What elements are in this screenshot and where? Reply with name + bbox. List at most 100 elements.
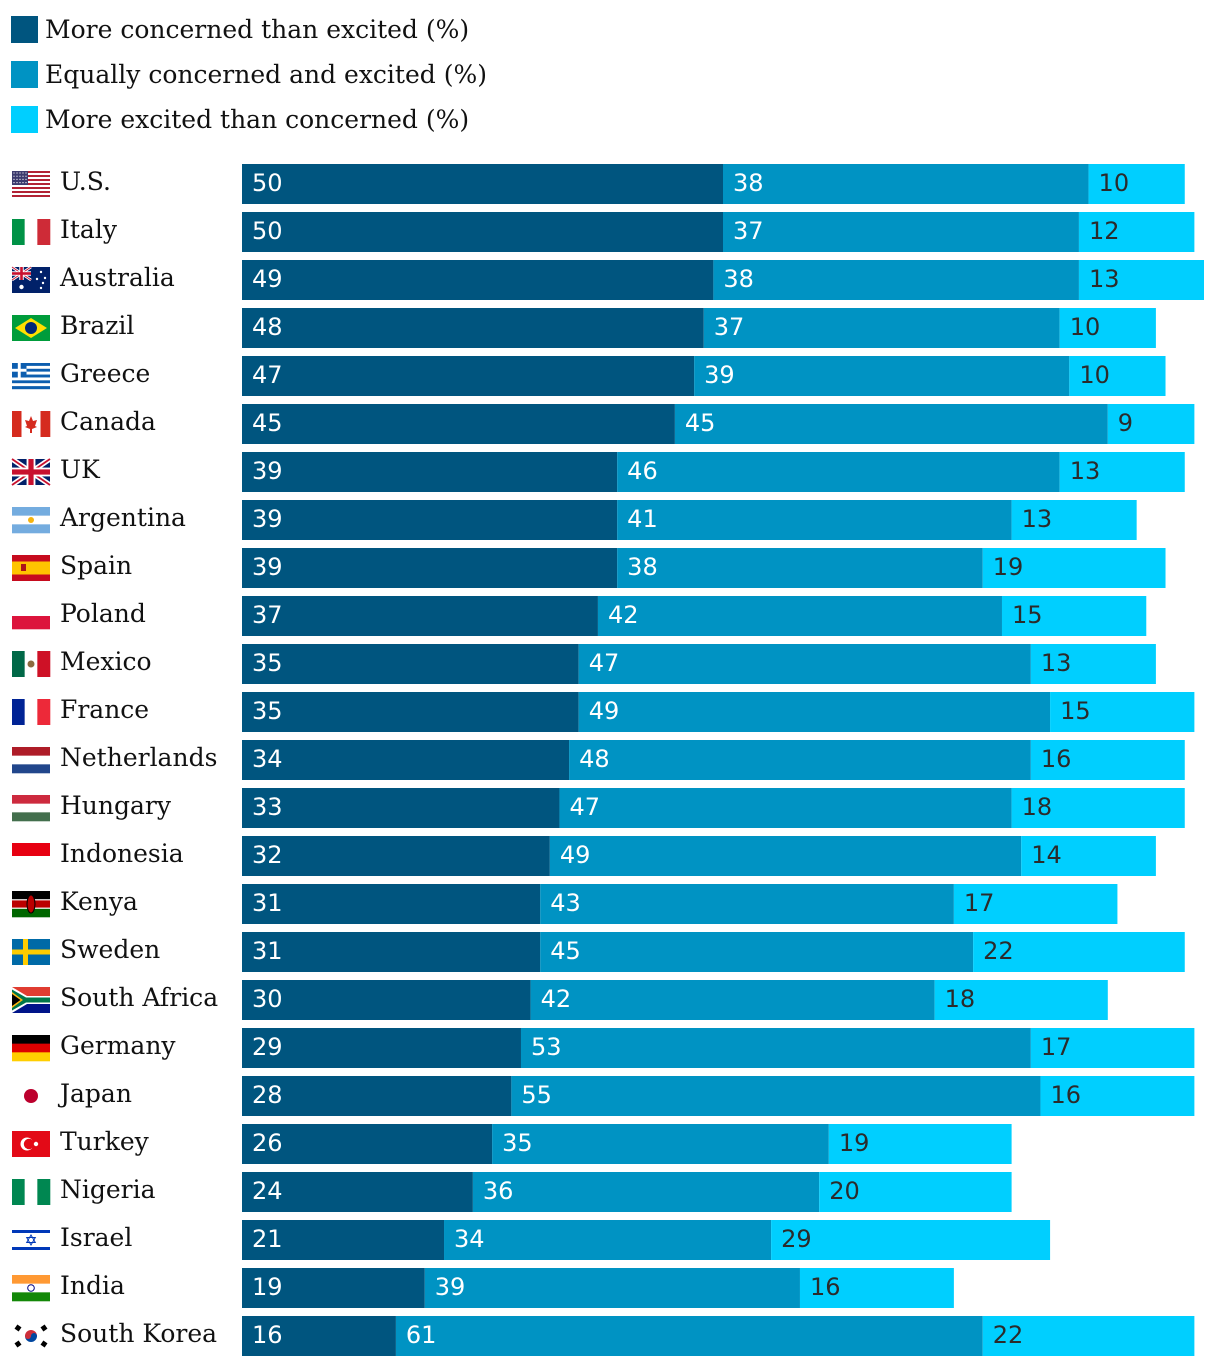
data-label: 13 <box>1070 457 1101 485</box>
data-label: 38 <box>733 169 764 197</box>
chart-row: South Africa 30 42 18 <box>12 980 1108 1020</box>
data-label: 10 <box>1079 361 1110 389</box>
chart-row: South Korea 16 61 22 <box>12 1316 1195 1356</box>
greece-flag-icon <box>12 363 50 390</box>
legend: More concerned than excited (%) Equally c… <box>11 15 487 134</box>
data-label: 37 <box>733 217 764 245</box>
chart-row: Hungary 33 47 18 <box>12 788 1185 828</box>
chart-row: Kenya 31 43 17 <box>12 884 1118 924</box>
chart-row: Germany 29 53 17 <box>12 1028 1195 1068</box>
bar-segment <box>242 260 714 300</box>
bar-segment <box>1030 740 1185 780</box>
country-label: U.S. <box>60 167 111 196</box>
chart-row: U.S. 50 38 10 <box>12 164 1185 204</box>
country-label: India <box>60 1271 125 1300</box>
data-label: 39 <box>435 1273 466 1301</box>
bar-segment <box>242 1316 396 1356</box>
netherlands-flag-icon <box>12 747 50 774</box>
bar-segment <box>242 548 618 588</box>
south-africa-flag-icon <box>12 987 50 1013</box>
data-label: 45 <box>252 409 283 437</box>
country-label: Argentina <box>59 503 186 532</box>
bar-segment <box>242 452 618 492</box>
chart-row: Nigeria 24 36 20 <box>12 1172 1012 1212</box>
kenya-flag-icon <box>12 891 50 918</box>
bar-segment <box>1078 260 1204 300</box>
indonesia-flag-icon <box>12 843 50 870</box>
data-label: 13 <box>1089 265 1120 293</box>
data-label: 42 <box>541 985 572 1013</box>
country-label: Spain <box>60 551 132 580</box>
bar-segment <box>1011 788 1185 828</box>
data-label: 16 <box>252 1321 283 1349</box>
canada-flag-icon <box>12 411 51 437</box>
australia-flag-icon <box>11 265 50 293</box>
data-label: 31 <box>252 937 283 965</box>
bar-segment <box>578 644 1031 684</box>
bar-segment <box>1059 308 1156 348</box>
bar-segment <box>242 164 723 204</box>
india-flag-icon <box>12 1275 50 1302</box>
chart-row: Poland 37 42 15 <box>12 596 1147 636</box>
data-label: 35 <box>502 1129 533 1157</box>
bar-segment <box>242 1124 493 1164</box>
data-label: 39 <box>252 553 283 581</box>
data-label: 19 <box>839 1129 870 1157</box>
bar-segment <box>1040 1076 1195 1116</box>
bar-segment <box>242 308 704 348</box>
bar-segment <box>242 1028 521 1068</box>
bar-segment <box>1021 836 1156 876</box>
chart-row: Brazil 48 37 10 <box>12 308 1156 348</box>
brazil-flag-icon <box>12 315 50 341</box>
bar-segment <box>982 548 1166 588</box>
chart-rows: U.S. 50 38 10 Italy 50 37 12 Australia 49 38 13 Braz… <box>10 164 1204 1356</box>
legend-label: More concerned than excited (%) <box>45 15 469 44</box>
data-label: 38 <box>627 553 658 581</box>
bar-segment <box>617 452 1060 492</box>
bar-segment <box>1011 500 1137 540</box>
bar-segment <box>713 260 1079 300</box>
bar-segment <box>242 404 675 444</box>
chart-row: Australia 49 38 13 <box>11 260 1204 300</box>
bar-segment <box>982 1316 1195 1356</box>
chart-row: Netherlands 34 48 16 <box>12 740 1185 780</box>
data-label: 49 <box>252 265 283 293</box>
japan-flag-icon <box>12 1083 50 1109</box>
italy-flag-icon <box>12 219 51 245</box>
bar-segment <box>771 1220 1051 1260</box>
data-label: 47 <box>252 361 283 389</box>
chart-row: Mexico 35 47 13 <box>12 644 1156 684</box>
data-label: 28 <box>252 1081 283 1109</box>
bar-segment <box>1030 644 1156 684</box>
data-label: 29 <box>252 1033 283 1061</box>
chart-row: UK 39 46 13 <box>10 452 1185 492</box>
bar-segment <box>973 932 1185 972</box>
data-label: 46 <box>627 457 658 485</box>
country-label: Mexico <box>60 647 152 676</box>
country-label: Germany <box>60 1031 176 1060</box>
data-label: 48 <box>252 313 283 341</box>
chart-row: Italy 50 37 12 <box>12 212 1195 252</box>
data-label: 39 <box>252 457 283 485</box>
israel-flag-icon <box>12 1227 50 1253</box>
country-label: Japan <box>57 1079 132 1108</box>
data-label: 42 <box>608 601 639 629</box>
chart-row: Greece 47 39 10 <box>12 356 1166 396</box>
data-label: 41 <box>627 505 658 533</box>
bar-segment <box>492 1124 829 1164</box>
bar-segment <box>934 980 1108 1020</box>
bar-segment <box>799 1268 954 1308</box>
bar-segment <box>1050 692 1195 732</box>
data-label: 16 <box>1041 745 1072 773</box>
bar-segment <box>242 1076 512 1116</box>
bar-segment <box>242 356 695 396</box>
data-label: 19 <box>252 1273 283 1301</box>
data-label: 34 <box>454 1225 485 1253</box>
data-label: 20 <box>829 1177 860 1205</box>
country-label: Hungary <box>60 791 172 820</box>
bar-segment <box>424 1268 800 1308</box>
data-label: 18 <box>945 985 976 1013</box>
bar-segment <box>569 740 1031 780</box>
data-label: 37 <box>252 601 283 629</box>
country-label: Australia <box>59 263 175 292</box>
